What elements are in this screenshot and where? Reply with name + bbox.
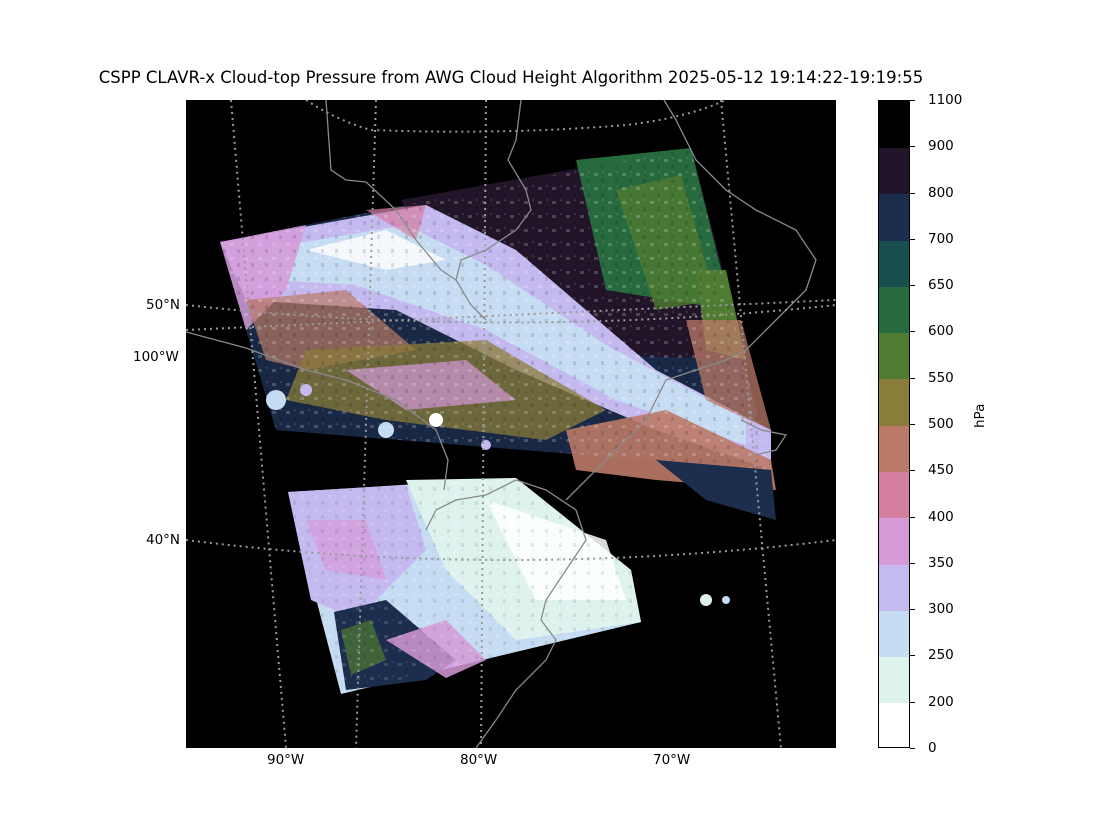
colorbar-bin [879, 378, 909, 426]
colorbar-tick-label: 900 [928, 138, 954, 155]
colorbar-bin [879, 147, 909, 195]
lon-label-90w: 90°W [267, 752, 305, 768]
colorbar-bin [879, 286, 909, 334]
colorbar-tick-label: 200 [928, 693, 954, 710]
northern-swath [220, 148, 776, 520]
lon-label-80w: 80°W [460, 752, 498, 768]
colorbar-tick-label: 300 [928, 601, 954, 618]
colorbar-bin [879, 239, 909, 287]
colorbar-tick [910, 655, 915, 657]
colorbar-tick-label: 400 [928, 508, 954, 525]
colorbar-tick [910, 192, 915, 194]
colorbar-tick [910, 562, 915, 564]
lat-label-50n: 50°N [146, 297, 181, 313]
colorbar-unit-label: hPa [972, 403, 988, 428]
lon-label-100w: 100°W [133, 349, 179, 365]
colorbar-tick [910, 470, 915, 472]
colorbar-tick [910, 377, 915, 379]
graticule [186, 100, 836, 748]
lat-label-40n: 40°N [146, 532, 181, 548]
colorbar-tick-label: 350 [928, 554, 954, 571]
colorbar-bin [879, 101, 909, 148]
colorbar-tick [910, 748, 915, 749]
colorbar-tick [910, 701, 915, 703]
colorbar-tick-label: 250 [928, 647, 954, 664]
colorbar [878, 100, 910, 748]
colorbar-bin [879, 610, 909, 658]
colorbar-tick-label: 0 [928, 740, 937, 756]
colorbar-tick [910, 100, 915, 101]
colorbar-tick-label: 550 [928, 369, 954, 386]
colorbar-tick-label: 600 [928, 323, 954, 340]
colorbar-tick-label: 1100 [928, 92, 963, 108]
colorbar-tick-label: 650 [928, 277, 954, 294]
colorbar-tick [910, 609, 915, 611]
map-panel[interactable] [186, 100, 836, 748]
colorbar-bin [879, 193, 909, 241]
colorbar-tick-label: 500 [928, 416, 954, 432]
colorbar-tick [910, 331, 915, 333]
colorbar-tick-label: 700 [928, 230, 954, 247]
colorbar-tick-label: 800 [928, 184, 954, 201]
colorbar-tick [910, 285, 915, 287]
colorbar-tick [910, 146, 915, 148]
coastlines [186, 100, 817, 748]
colorbar-bin [879, 425, 909, 472]
colorbar-tick-label: 450 [928, 462, 954, 479]
colorbar-tick [910, 424, 915, 425]
colorbar-tick [910, 238, 915, 240]
colorbar-bin [879, 471, 909, 519]
colorbar-bin [879, 563, 909, 611]
colorbar-bin [879, 517, 909, 565]
colorbar-bin [879, 332, 909, 380]
lon-label-70w: 70°W [653, 752, 691, 768]
colorbar-bin [879, 656, 909, 704]
colorbar-bin [879, 702, 909, 747]
southern-swath [266, 384, 730, 694]
cloud-pressure-map [186, 100, 836, 748]
map-title: CSPP CLAVR-x Cloud-top Pressure from AWG… [98, 68, 924, 87]
colorbar-tick [910, 516, 915, 518]
